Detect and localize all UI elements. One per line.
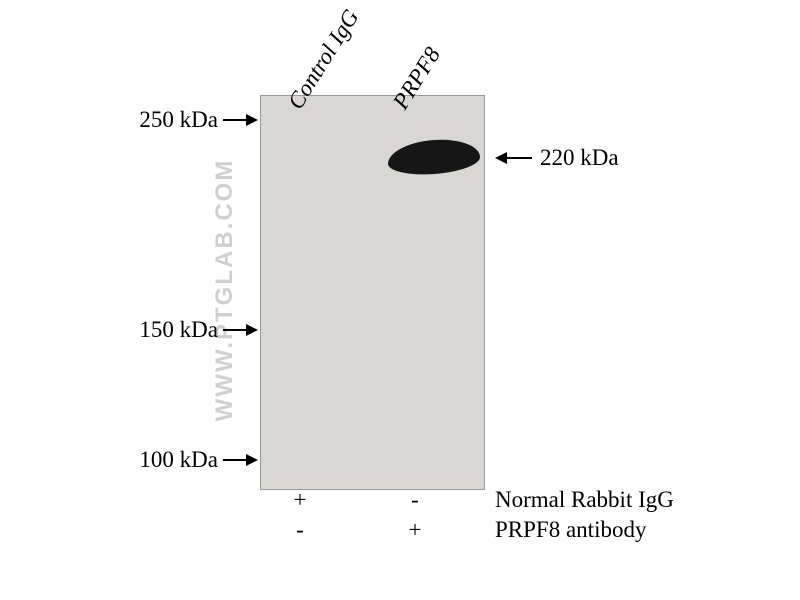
legend-sign: -: [405, 487, 425, 513]
figure-container: WWW.PTGLAB.COM 250 kDa150 kDa100 kDa Con…: [0, 0, 800, 600]
ladder-label: 150 kDa: [40, 317, 218, 343]
ladder-label: 100 kDa: [40, 447, 218, 473]
ladder-label: 250 kDa: [40, 107, 218, 133]
legend-row-label: PRPF8 antibody: [495, 517, 646, 543]
arrow-right-icon: [222, 453, 258, 467]
watermark-text: WWW.PTGLAB.COM: [211, 159, 239, 422]
legend-sign: +: [290, 487, 310, 513]
arrow-right-icon: [222, 323, 258, 337]
arrow-right-icon: [222, 113, 258, 127]
band-size-label: 220 kDa: [540, 145, 619, 171]
legend-sign: +: [405, 517, 425, 543]
legend-row-label: Normal Rabbit IgG: [495, 487, 674, 513]
arrow-left-icon: [495, 151, 533, 165]
legend-sign: -: [290, 517, 310, 543]
